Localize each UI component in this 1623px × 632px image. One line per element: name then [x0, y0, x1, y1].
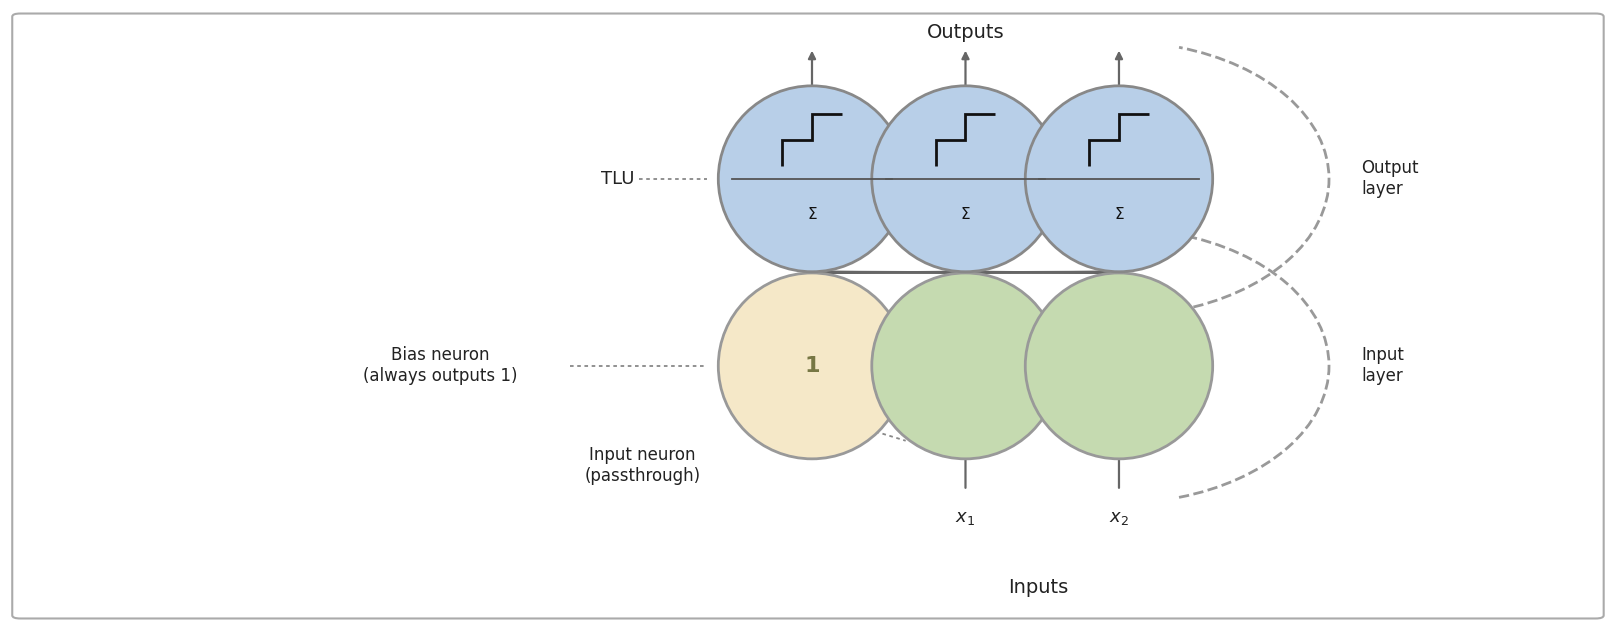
Ellipse shape [872, 86, 1058, 272]
Text: Input neuron
(passthrough): Input neuron (passthrough) [584, 446, 700, 485]
Ellipse shape [1024, 273, 1212, 459]
Text: $\Sigma$: $\Sigma$ [807, 206, 816, 222]
Text: 1: 1 [803, 356, 820, 376]
Text: Bias neuron
(always outputs 1): Bias neuron (always outputs 1) [364, 346, 518, 386]
Ellipse shape [717, 86, 906, 272]
Ellipse shape [717, 273, 906, 459]
Text: Input
layer: Input layer [1360, 346, 1404, 386]
Text: $x_1$: $x_1$ [954, 509, 975, 527]
Text: Inputs: Inputs [1008, 578, 1068, 597]
Text: $\Sigma$: $\Sigma$ [959, 206, 971, 222]
Text: TLU: TLU [601, 170, 635, 188]
Ellipse shape [1024, 86, 1212, 272]
Text: $\Sigma$: $\Sigma$ [1113, 206, 1123, 222]
Text: Outputs: Outputs [927, 23, 1003, 42]
Text: Output
layer: Output layer [1360, 159, 1419, 198]
Text: $x_2$: $x_2$ [1109, 509, 1128, 527]
Ellipse shape [872, 273, 1058, 459]
